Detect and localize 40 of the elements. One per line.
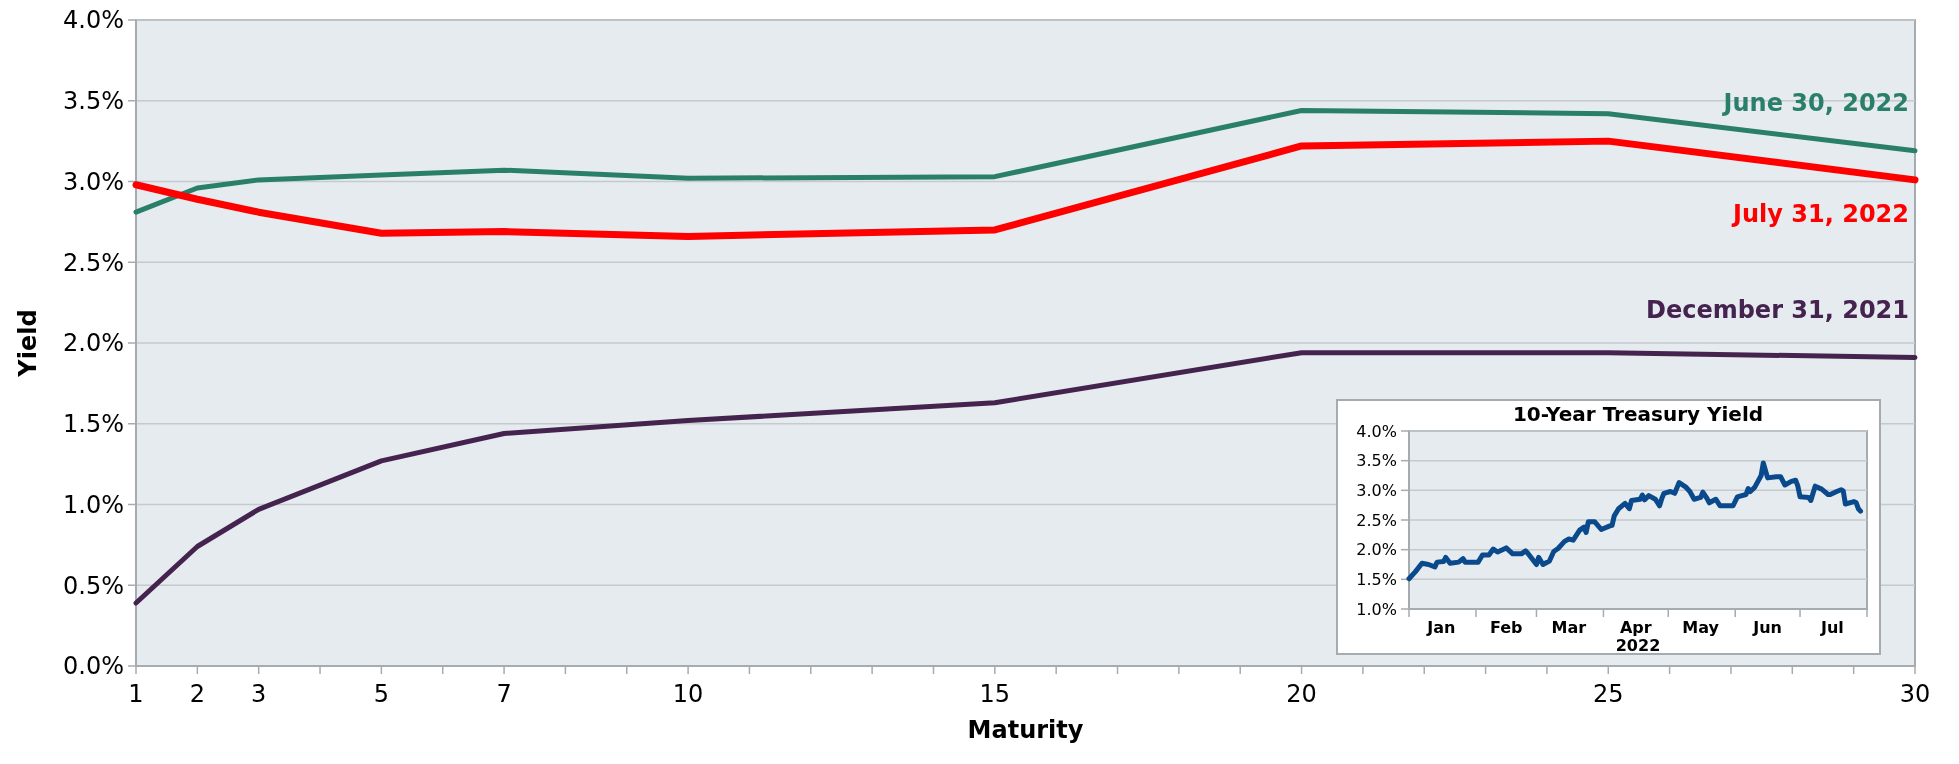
y-tick-label: 0.0%: [63, 652, 124, 681]
y-tick-label: 4.0%: [63, 6, 124, 35]
x-tick-label: 3: [251, 680, 267, 708]
y-tick-label: 1.0%: [63, 490, 124, 519]
x-tick-label: 10: [672, 680, 704, 708]
y-tick-label: 3.0%: [1356, 480, 1397, 500]
y-tick-label: 2.5%: [63, 248, 124, 277]
x-tick-label: Feb: [1489, 618, 1523, 637]
y-tick-label: 3.5%: [63, 87, 124, 116]
y-tick-label: 1.5%: [1356, 569, 1397, 589]
y-tick-label: 3.5%: [1356, 451, 1397, 471]
x-tick-label: Jun: [1752, 618, 1782, 637]
series-label: December 31, 2021: [1645, 295, 1909, 324]
x-tick-label: Jan: [1426, 618, 1456, 637]
y-tick-label: 0.5%: [63, 571, 124, 600]
x-tick-label: 1: [128, 680, 144, 708]
series-label: July 31, 2022: [1731, 199, 1909, 228]
x-tick-label: 20: [1286, 680, 1317, 708]
y-tick-label: 2.0%: [63, 329, 124, 358]
x-tick-label: 15: [979, 680, 1011, 708]
y-tick-label: 4.0%: [1356, 421, 1397, 441]
y-tick-label: 2.0%: [1356, 540, 1397, 560]
x-tick-label: 30: [1899, 680, 1931, 708]
x-axis-title: Maturity: [967, 716, 1084, 744]
y-tick-label: 1.0%: [1356, 599, 1397, 619]
chart-title: 10-Year Treasury Yield: [1512, 402, 1764, 426]
y-axis-title: Yield: [14, 309, 42, 378]
x-tick-label: Apr: [1619, 618, 1652, 637]
y-tick-label: 3.0%: [63, 167, 124, 196]
x-tick-label: Mar: [1551, 618, 1587, 637]
x-tick-label: Jul: [1820, 618, 1844, 637]
series-label: June 30, 2022: [1721, 88, 1909, 117]
x-tick-label: 25: [1593, 680, 1624, 708]
y-tick-label: 2.5%: [1356, 510, 1397, 530]
x-tick-label: 2: [189, 680, 205, 708]
y-tick-label: 1.5%: [63, 410, 124, 439]
x-tick-label: May: [1682, 618, 1720, 637]
x-axis-title: 2022: [1615, 636, 1661, 655]
x-tick-label: 7: [496, 680, 512, 708]
x-tick-label: 5: [373, 680, 390, 708]
